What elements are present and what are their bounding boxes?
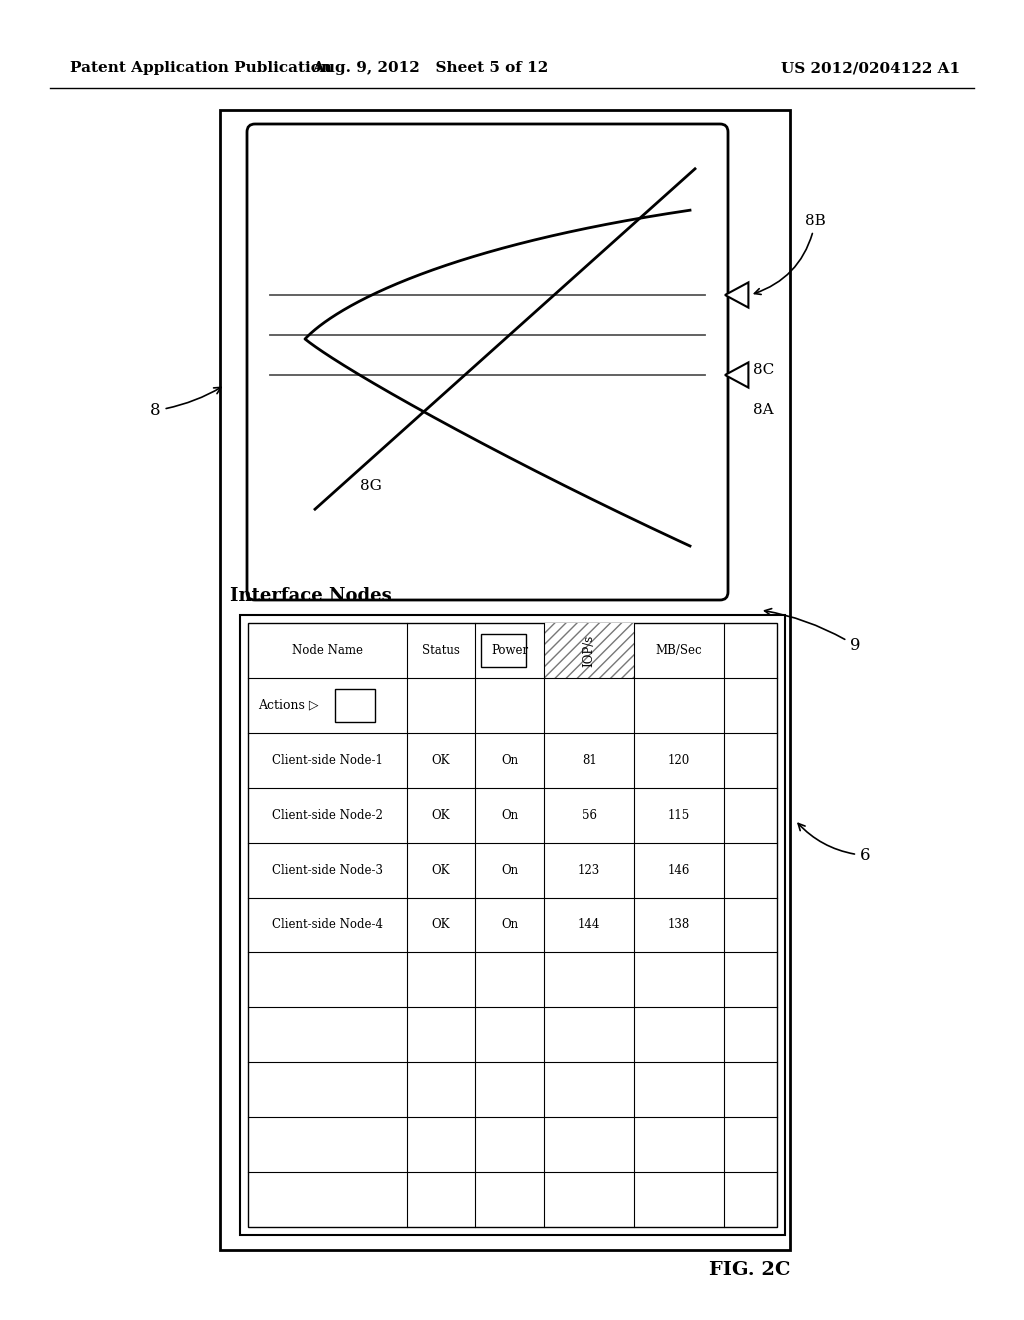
Text: Client-side Node-2: Client-side Node-2 [272,809,383,821]
Bar [240,615,785,1236]
Bar [220,110,790,1250]
Text: 8A: 8A [753,403,773,417]
Text: Interface Nodes: Interface Nodes [230,587,392,605]
Text: MB/Sec: MB/Sec [655,644,702,657]
Bar [481,634,526,667]
Text: Node Name: Node Name [292,644,362,657]
Text: OK: OK [432,809,451,821]
Text: OK: OK [432,754,451,767]
Polygon shape [725,282,749,308]
Polygon shape [725,363,749,388]
Text: Client-side Node-1: Client-side Node-1 [272,754,383,767]
Text: 8B: 8B [755,214,825,294]
Text: 115: 115 [668,809,690,821]
Text: Status: Status [422,644,460,657]
Bar [248,623,777,1228]
Text: 9: 9 [765,609,860,653]
Text: On: On [502,809,518,821]
Text: 146: 146 [668,863,690,876]
Text: 8: 8 [150,387,221,418]
Text: 120: 120 [668,754,690,767]
Text: On: On [502,754,518,767]
Text: 6: 6 [798,824,870,865]
Text: On: On [502,863,518,876]
Text: OK: OK [432,919,451,932]
Text: 123: 123 [579,863,600,876]
Text: Actions ▷: Actions ▷ [258,698,318,711]
Bar [544,623,634,678]
Text: Power: Power [492,644,528,657]
Text: 138: 138 [668,919,690,932]
FancyBboxPatch shape [247,124,728,601]
Text: 144: 144 [578,919,600,932]
Text: IOP/s: IOP/s [583,635,596,667]
Text: FIG. 2C: FIG. 2C [710,1261,791,1279]
Text: Client-side Node-3: Client-side Node-3 [271,863,383,876]
Text: On: On [502,919,518,932]
Text: 56: 56 [582,809,597,821]
Text: 8G: 8G [360,479,382,494]
Text: Aug. 9, 2012   Sheet 5 of 12: Aug. 9, 2012 Sheet 5 of 12 [312,61,548,75]
Text: Client-side Node-4: Client-side Node-4 [271,919,383,932]
Text: 81: 81 [582,754,597,767]
Text: 8C: 8C [753,363,774,378]
Bar [335,689,375,722]
Text: OK: OK [432,863,451,876]
Text: Patent Application Publication: Patent Application Publication [70,61,332,75]
Text: US 2012/0204122 A1: US 2012/0204122 A1 [781,61,961,75]
